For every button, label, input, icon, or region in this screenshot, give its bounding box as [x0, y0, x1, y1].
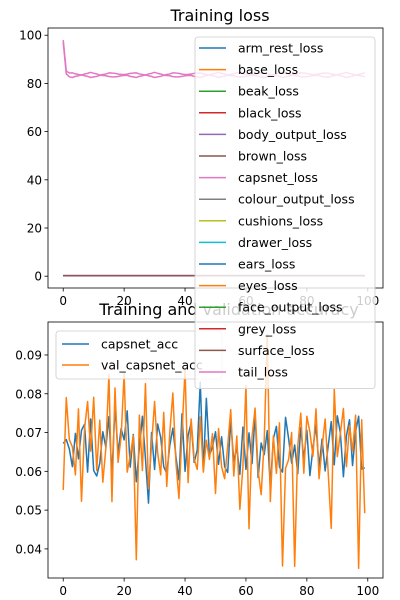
- y-tick-label: 0.05: [15, 504, 42, 518]
- legend-label: val_capsnet_acc: [101, 358, 203, 373]
- legend-label: tail_loss: [238, 365, 288, 380]
- legend-label: surface_loss: [238, 343, 315, 358]
- x-tick-label: 40: [177, 584, 192, 598]
- plot-lines: [62, 334, 366, 570]
- x-tick-label: 20: [116, 294, 131, 308]
- legend-box: [194, 36, 376, 390]
- legend-label: face_output_loss: [238, 300, 343, 315]
- y-tick-label: 40: [27, 173, 42, 187]
- y-tick-label: 20: [27, 222, 42, 236]
- legend-label: brown_loss: [238, 149, 307, 164]
- legend-label: beak_loss: [238, 84, 299, 99]
- y-tick-label: 0.09: [15, 348, 42, 362]
- legend-label: capsnet_acc: [101, 337, 178, 352]
- legend-label: capsnet_loss: [238, 170, 318, 185]
- x-tick-label: 40: [177, 294, 192, 308]
- legend-label: eyes_loss: [238, 278, 298, 293]
- chart-title: Training loss: [169, 6, 269, 25]
- y-tick-label: 100: [19, 29, 42, 43]
- legend-label: grey_loss: [238, 321, 296, 336]
- legend-label: arm_rest_loss: [238, 41, 323, 56]
- legend-label: body_output_loss: [238, 127, 347, 142]
- legend: arm_rest_loss base_loss beak_loss black_los…: [194, 36, 376, 390]
- y-tick-label: 0.04: [15, 542, 42, 556]
- y-tick-label: 0.06: [15, 465, 42, 479]
- series-line-val_capsnet_acc: [62, 334, 366, 570]
- x-tick-label: 20: [116, 584, 131, 598]
- x-tick-label: 60: [238, 584, 253, 598]
- y-tick-label: 0.07: [15, 426, 42, 440]
- legend-label: colour_output_loss: [238, 192, 355, 207]
- x-tick-label: 100: [356, 584, 379, 598]
- legend-label: ears_loss: [238, 257, 295, 272]
- legend-label: base_loss: [238, 62, 298, 77]
- x-tick-label: 0: [59, 294, 67, 308]
- legend-label: black_loss: [238, 105, 302, 120]
- legend-label: cushions_loss: [238, 213, 323, 228]
- axes: 0 20 40 60 80 100 0.04 0.05 0.06 0.07 0.08 0.09: [15, 321, 384, 598]
- y-tick-label: 0: [34, 270, 42, 284]
- y-tick-label: 0.08: [15, 387, 42, 401]
- legend-label: drawer_loss: [238, 235, 312, 250]
- x-tick-label: 0: [59, 584, 67, 598]
- x-tick-label: 80: [299, 584, 314, 598]
- y-tick-label: 60: [27, 125, 42, 139]
- legend: capsnet_acc val_capsnet_acc: [55, 330, 223, 380]
- y-tick-label: 80: [27, 77, 42, 91]
